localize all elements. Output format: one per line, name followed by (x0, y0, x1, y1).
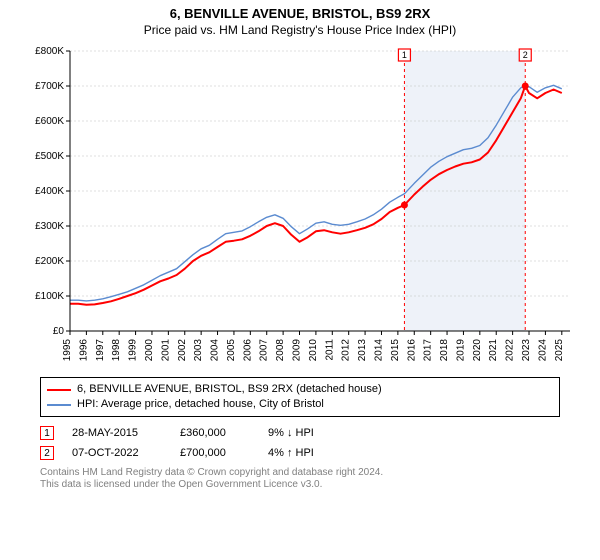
svg-text:2004: 2004 (210, 339, 221, 362)
transaction-pct: 9% ↓ HPI (268, 427, 348, 439)
svg-text:2016: 2016 (406, 339, 417, 362)
svg-text:2002: 2002 (177, 339, 188, 362)
svg-text:£200K: £200K (35, 256, 64, 267)
svg-text:2009: 2009 (292, 339, 303, 362)
transaction-marker-icon: 2 (40, 446, 54, 460)
svg-text:2019: 2019 (455, 339, 466, 362)
attribution-line: This data is licensed under the Open Gov… (40, 479, 560, 491)
svg-text:2003: 2003 (193, 339, 204, 362)
svg-text:2007: 2007 (259, 339, 270, 362)
svg-text:2018: 2018 (439, 339, 450, 362)
attribution-line: Contains HM Land Registry data © Crown c… (40, 467, 560, 479)
chart-title: 6, BENVILLE AVENUE, BRISTOL, BS9 2RX (0, 0, 600, 21)
transaction-date: 07-OCT-2022 (72, 447, 162, 459)
svg-text:£700K: £700K (35, 81, 64, 92)
svg-text:1997: 1997 (95, 339, 106, 362)
svg-text:2014: 2014 (373, 339, 384, 362)
transaction-table: 1 28-MAY-2015 £360,000 9% ↓ HPI 2 07-OCT… (40, 423, 560, 463)
svg-text:2010: 2010 (308, 339, 319, 362)
legend-label-property: 6, BENVILLE AVENUE, BRISTOL, BS9 2RX (de… (77, 382, 382, 397)
svg-text:£500K: £500K (35, 151, 64, 162)
svg-text:2001: 2001 (160, 339, 171, 362)
svg-text:2022: 2022 (505, 339, 516, 362)
transaction-price: £700,000 (180, 447, 250, 459)
attribution-text: Contains HM Land Registry data © Crown c… (40, 467, 560, 491)
legend-swatch-property (47, 389, 71, 391)
svg-text:£300K: £300K (35, 221, 64, 232)
transaction-marker-icon: 1 (40, 426, 54, 440)
legend-row-hpi: HPI: Average price, detached house, City… (47, 397, 553, 412)
svg-text:1996: 1996 (78, 339, 89, 362)
svg-text:2011: 2011 (324, 339, 335, 361)
svg-text:2000: 2000 (144, 339, 155, 362)
legend-box: 6, BENVILLE AVENUE, BRISTOL, BS9 2RX (de… (40, 377, 560, 417)
svg-text:£100K: £100K (35, 291, 64, 302)
svg-text:£400K: £400K (35, 186, 64, 197)
transaction-date: 28-MAY-2015 (72, 427, 162, 439)
svg-text:1998: 1998 (111, 339, 122, 362)
svg-text:2012: 2012 (341, 339, 352, 362)
svg-text:2005: 2005 (226, 339, 237, 362)
svg-text:£600K: £600K (35, 116, 64, 127)
svg-text:2: 2 (523, 50, 528, 60)
svg-text:2021: 2021 (488, 339, 499, 362)
svg-text:2023: 2023 (521, 339, 532, 362)
svg-text:1: 1 (402, 50, 407, 60)
svg-text:2025: 2025 (554, 339, 565, 362)
svg-text:2006: 2006 (242, 339, 253, 362)
svg-text:2020: 2020 (472, 339, 483, 362)
svg-text:2017: 2017 (423, 339, 434, 362)
svg-text:2015: 2015 (390, 339, 401, 362)
transaction-price: £360,000 (180, 427, 250, 439)
price-chart: £0 £100K £200K £300K £400K £500K £600K £700K £80… (20, 41, 580, 371)
svg-text:£800K: £800K (35, 46, 64, 57)
legend-row-property: 6, BENVILLE AVENUE, BRISTOL, BS9 2RX (de… (47, 382, 553, 397)
svg-text:1999: 1999 (128, 339, 139, 362)
chart-subtitle: Price paid vs. HM Land Registry's House … (0, 21, 600, 41)
legend-label-hpi: HPI: Average price, detached house, City… (77, 397, 324, 412)
transaction-pct: 4% ↑ HPI (268, 447, 348, 459)
svg-text:2013: 2013 (357, 339, 368, 362)
transaction-row: 2 07-OCT-2022 £700,000 4% ↑ HPI (40, 443, 560, 463)
svg-text:£0: £0 (53, 326, 65, 337)
svg-text:2024: 2024 (537, 339, 548, 362)
svg-text:1995: 1995 (62, 339, 73, 362)
legend-swatch-hpi (47, 404, 71, 406)
transaction-row: 1 28-MAY-2015 £360,000 9% ↓ HPI (40, 423, 560, 443)
svg-text:2008: 2008 (275, 339, 286, 362)
